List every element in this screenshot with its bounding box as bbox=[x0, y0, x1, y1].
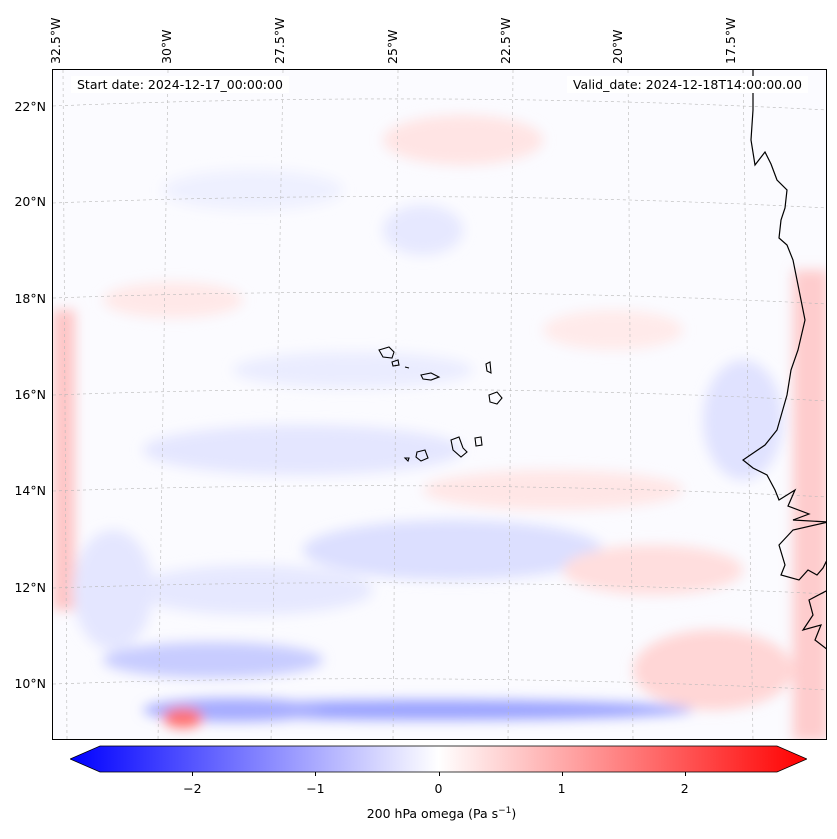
lon-label: 25°W bbox=[385, 29, 400, 64]
lon-label: 32.5°W bbox=[48, 17, 63, 64]
start-date-label: Start date: 2024-12-17_00:00:00 bbox=[71, 76, 289, 93]
omega-shading bbox=[53, 115, 826, 739]
colorbar-tick-mark bbox=[192, 772, 194, 776]
map-panel: Start date: 2024-12-17_00:00:00 Valid_da… bbox=[52, 69, 827, 740]
lat-label: 10°N bbox=[14, 676, 46, 691]
lon-label: 17.5°W bbox=[723, 17, 738, 64]
colorbar-tick-mark bbox=[684, 772, 686, 776]
colorbar-tick-label: −1 bbox=[306, 781, 325, 796]
valid-date-label: Valid_date: 2024-12-18T14:00:00.00 bbox=[566, 76, 808, 93]
lat-label: 22°N bbox=[14, 99, 46, 114]
lat-label: 12°N bbox=[14, 580, 46, 595]
colorbar-tick-label: −2 bbox=[183, 781, 202, 796]
lat-label: 16°N bbox=[14, 387, 46, 402]
colorbar-tick-mark bbox=[561, 772, 563, 776]
colorbar bbox=[70, 745, 807, 773]
omega-field bbox=[53, 70, 826, 739]
colorbar-tick-label: 2 bbox=[680, 781, 689, 796]
colorbar-tick-label: 0 bbox=[434, 781, 443, 796]
colorbar-tick-label: 1 bbox=[557, 781, 566, 796]
graticule bbox=[53, 70, 826, 739]
lon-label: 20°W bbox=[610, 29, 625, 64]
colorbar-label: 200 hPa omega (Pa s−1) bbox=[366, 806, 517, 822]
africa-coastline bbox=[741, 70, 826, 650]
lon-label: 30°W bbox=[159, 29, 174, 64]
cape-verde-islands bbox=[378, 346, 503, 463]
lat-label: 14°N bbox=[14, 483, 46, 498]
lon-label: 27.5°W bbox=[272, 17, 287, 64]
colorbar-tick-mark bbox=[438, 772, 440, 776]
lon-label: 22.5°W bbox=[498, 17, 513, 64]
lat-label: 18°N bbox=[14, 291, 46, 306]
lat-label: 20°N bbox=[14, 194, 46, 209]
colorbar-tick-mark bbox=[315, 772, 317, 776]
